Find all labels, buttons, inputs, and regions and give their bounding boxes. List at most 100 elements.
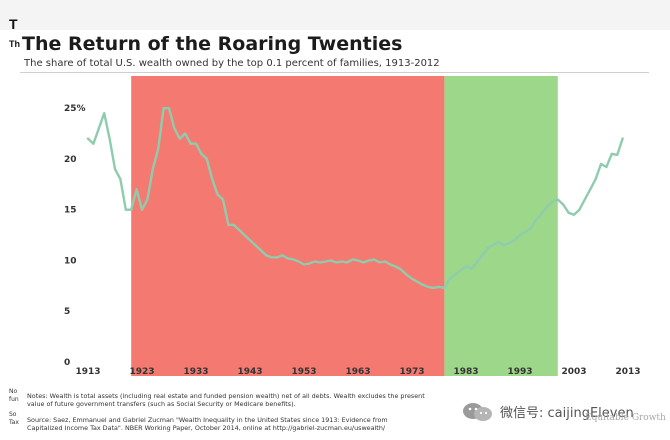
data-point	[270, 256, 273, 259]
data-point	[513, 239, 516, 242]
data-point	[205, 157, 208, 161]
data-point	[383, 260, 387, 263]
data-point	[470, 267, 473, 270]
data-point	[113, 167, 117, 171]
data-point	[157, 147, 160, 150]
data-point	[351, 258, 354, 261]
data-point	[297, 260, 300, 263]
data-point	[194, 142, 198, 145]
data-point	[621, 137, 624, 140]
top-strip	[0, 0, 670, 30]
data-point	[400, 268, 403, 271]
data-point	[389, 263, 392, 266]
data-point	[567, 211, 570, 214]
data-point	[302, 263, 306, 266]
data-point	[335, 261, 338, 264]
x-tick-label: 1913	[75, 367, 100, 377]
data-point	[491, 244, 495, 247]
x-tick-label: 1923	[129, 367, 154, 377]
data-point	[221, 198, 225, 201]
x-tick-label: 1943	[237, 367, 262, 377]
x-tick-label: 1973	[399, 367, 424, 377]
stray-small-fragment: Th	[9, 39, 20, 49]
source-line-2: Capitalized Income Tax Data". NBER Worki…	[27, 424, 386, 432]
data-point	[124, 208, 127, 211]
y-tick-label: 0	[64, 358, 70, 368]
data-point	[340, 260, 343, 263]
data-point	[173, 127, 176, 130]
data-point	[227, 223, 230, 227]
x-tick-label: 1933	[183, 367, 208, 377]
data-point	[189, 142, 192, 145]
data-point	[324, 260, 327, 263]
axis-ticks: 0 5 10 15 20 25% 1913 1923 1933 1943 1953 1963 1973 1…	[64, 104, 641, 377]
y-tick-label: 25%	[64, 104, 86, 114]
data-point	[178, 137, 181, 140]
data-point	[524, 230, 527, 234]
data-point	[130, 208, 133, 211]
data-point	[265, 254, 268, 257]
period-bands	[131, 76, 558, 376]
data-point	[216, 193, 219, 196]
data-point	[97, 127, 100, 130]
data-point	[275, 256, 279, 259]
data-point	[556, 198, 559, 201]
data-point	[329, 259, 333, 262]
data-point	[103, 112, 106, 115]
data-point	[319, 261, 322, 264]
watermark-subtext: Equitable Growth	[585, 413, 666, 423]
data-point	[594, 178, 597, 181]
x-tick-label: 1953	[291, 367, 316, 377]
wechat-icon	[463, 403, 492, 421]
data-point	[394, 265, 397, 268]
data-point	[427, 285, 430, 288]
data-point	[578, 208, 581, 211]
data-point	[167, 107, 171, 110]
data-point	[535, 218, 538, 221]
y-tick-label: 20	[64, 155, 77, 165]
data-point	[211, 178, 214, 181]
data-point	[135, 188, 138, 191]
data-point	[92, 142, 95, 145]
data-point	[146, 198, 149, 201]
notes-line-1: Notes: Wealth is total assets (including…	[27, 392, 425, 400]
y-tick-label: 10	[64, 256, 77, 266]
data-point	[610, 152, 613, 155]
data-point	[308, 262, 311, 265]
data-point	[286, 257, 289, 260]
source-line-1: Source: Saez, Emmanuel and Gabriel Zucma…	[27, 416, 388, 424]
data-point	[356, 259, 360, 262]
data-point	[108, 137, 111, 140]
chart-title: The Return of the Roaring Twenties	[22, 33, 403, 55]
data-point	[184, 132, 187, 135]
data-point	[616, 153, 619, 156]
data-point	[583, 198, 586, 201]
data-point	[200, 152, 203, 155]
data-point	[254, 244, 257, 247]
data-point	[540, 212, 543, 215]
data-point	[162, 107, 165, 110]
data-point	[378, 261, 381, 264]
data-point	[248, 239, 252, 242]
y-tick-label: 5	[64, 307, 70, 317]
data-point	[545, 205, 549, 208]
header-divider	[20, 72, 649, 73]
data-point	[243, 233, 246, 237]
data-point	[416, 280, 419, 283]
data-point	[373, 258, 376, 261]
side-fragment-no: No	[9, 388, 18, 395]
data-point	[454, 273, 457, 276]
data-point	[551, 200, 554, 203]
y-tick-label: 15	[64, 206, 77, 216]
data-point	[151, 167, 154, 171]
data-point	[281, 254, 284, 257]
data-point	[589, 188, 592, 191]
data-point	[518, 233, 522, 237]
x-tick-label: 1983	[453, 367, 478, 377]
data-point	[464, 265, 468, 268]
x-tick-label: 2003	[561, 367, 586, 377]
notes-line-2: value of future government transfers (su…	[27, 400, 296, 408]
data-point	[362, 261, 365, 264]
data-point	[259, 249, 262, 252]
